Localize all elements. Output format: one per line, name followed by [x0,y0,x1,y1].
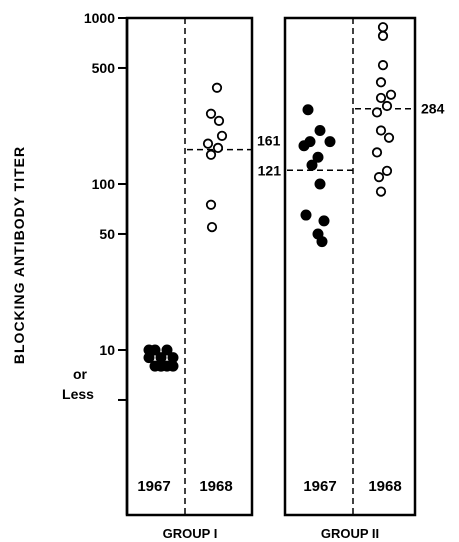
y-tick-label-3: 50 [99,226,115,242]
data-point-g1-1968-2 [213,115,225,126]
group-2-col-1967-label: 1967 [303,478,336,495]
data-point-g1-1968-7 [205,199,217,210]
group-2-panel: 1967 1968 GROUP II 121 284 [258,16,445,541]
data-point-g2-1968-4 [385,89,397,100]
group-1-label: GROUP I [163,526,218,541]
data-point-g2-1968-3 [375,77,387,88]
group-2-reference2-label: 284 [421,101,445,117]
data-point-g2-1967-9 [318,215,330,227]
group-2-label: GROUP II [321,526,379,541]
y-extra-label-less: Less [62,386,94,402]
group-1-col-1967-label: 1967 [137,478,170,495]
group-1-reference-label: 161 [257,133,281,149]
y-ticks: 1000 500 100 50 10 [84,10,127,401]
group-1-panel: 1967 1968 GROUP I 161 [125,16,281,541]
data-point-g2-1968-10 [371,147,383,158]
data-point-g1-1968-1 [205,108,217,119]
data-points [143,22,397,372]
data-point-g2-1967-5 [312,151,324,163]
data-point-g2-1968-6 [381,100,393,112]
data-point-g2-1968-0 [377,22,389,33]
data-point-g2-1968-13 [375,186,387,197]
data-point-g1-1967-5 [143,352,155,364]
y-axis-label: BLOCKING ANTIBODY TITER [11,146,27,364]
data-point-g2-1968-5 [375,92,387,104]
data-point-g1-1968-0 [211,82,223,93]
group-1-col-1968-label: 1968 [199,478,232,495]
group-1-frame [125,16,254,517]
data-point-g2-1967-0 [302,104,314,116]
y-tick-label-0: 1000 [84,10,115,26]
y-tick-label-1: 500 [92,60,116,76]
y-tick-label-2: 100 [92,176,116,192]
data-point-g2-1968-12 [373,172,385,183]
data-point-g2-1967-6 [306,159,318,171]
data-point-g1-1967-1 [161,344,173,356]
data-point-g1-1968-8 [206,221,218,233]
data-point-g2-1968-8 [375,125,387,136]
data-point-g2-1968-2 [377,60,389,71]
data-point-g1-1968-6 [205,149,217,160]
group-2-frame [283,16,417,517]
data-point-g2-1967-7 [314,178,326,190]
y-tick-label-4: 10 [99,342,115,358]
data-point-g2-1967-3 [324,136,336,148]
group-2-reference-label: 121 [258,162,282,178]
y-extra-label-or: or [73,366,88,382]
data-point-g1-1968-3 [216,130,228,141]
data-point-g2-1967-11 [316,236,328,248]
data-point-g2-1967-1 [314,125,326,137]
data-point-g2-1968-9 [383,132,395,143]
group-2-col-1968-label: 1968 [368,478,401,495]
data-point-g1-1968-4 [202,138,214,149]
data-point-g2-1967-4 [298,140,310,152]
data-point-g2-1968-7 [371,107,383,118]
data-point-g1-1967-10 [155,360,167,372]
data-point-g2-1968-11 [381,165,393,176]
data-point-g1-1968-5 [212,142,224,153]
data-point-g2-1968-1 [377,30,389,42]
data-point-g2-1967-8 [300,209,312,221]
